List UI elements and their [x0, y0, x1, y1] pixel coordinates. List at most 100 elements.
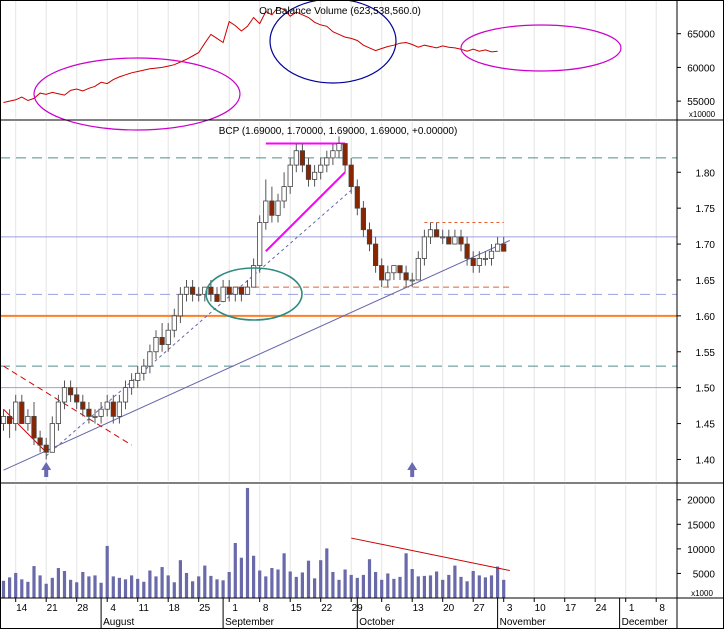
candle-body — [31, 415, 37, 439]
candle-body — [293, 150, 299, 166]
volume-bar — [300, 572, 304, 598]
x-month-label: November — [500, 617, 547, 628]
x-month-label: October — [359, 617, 395, 628]
candle-body — [177, 293, 183, 317]
candle-body — [214, 293, 220, 302]
candle-body — [494, 243, 501, 252]
volume-bar — [8, 577, 12, 598]
volume-bar — [166, 575, 170, 598]
price-ellipse-annotation — [205, 267, 303, 321]
x-day-label: 29 — [352, 603, 364, 614]
x-day-label: 10 — [535, 603, 547, 614]
volume-trendline-line — [351, 537, 510, 571]
x-day-label: 14 — [16, 603, 28, 614]
candle-body — [104, 401, 110, 410]
candle-body — [482, 258, 489, 260]
grid-layer — [15, 0, 657, 598]
candle-body — [135, 372, 141, 381]
volume-bar — [306, 560, 311, 598]
price-y-tick-label: 1.65 — [696, 276, 716, 287]
x-day-label: 8 — [659, 603, 665, 614]
volume-bar — [313, 578, 317, 598]
candle-body — [354, 186, 360, 209]
volume-bar — [483, 577, 487, 598]
price-trendline — [45, 189, 352, 457]
price-trendline — [3, 240, 511, 471]
candle-body — [226, 286, 232, 295]
volume-bar — [343, 569, 347, 598]
candle-body — [318, 164, 324, 173]
candle-body — [171, 315, 177, 331]
candle-body — [153, 336, 159, 353]
obv-ellipse-annotation — [460, 24, 622, 72]
volume-bar — [130, 575, 134, 598]
candle-body — [336, 143, 342, 152]
volume-bar — [99, 582, 103, 598]
x-day-label: 22 — [321, 603, 333, 614]
volume-bars — [1, 487, 506, 598]
candle-body — [7, 415, 13, 424]
candle-body — [433, 229, 440, 238]
volume-bar — [288, 571, 292, 598]
volume-bar — [270, 568, 274, 598]
candle-body — [501, 243, 507, 252]
volume-bar — [239, 557, 243, 598]
volume-bar — [404, 553, 408, 598]
volume-bar — [69, 579, 73, 598]
candle-body — [366, 229, 373, 245]
volume-bar — [245, 487, 250, 598]
obv-ellipse-annotation — [33, 57, 241, 131]
candle-body — [189, 286, 196, 295]
candle-body — [80, 401, 86, 410]
candle-body — [116, 401, 122, 417]
price-trendlines — [3, 142, 511, 471]
candle-body — [128, 380, 135, 389]
volume-unit-label: x1000 — [691, 589, 713, 598]
volume-bar — [233, 542, 237, 598]
candle-body — [446, 236, 452, 245]
volume-bar — [38, 575, 42, 598]
candle-body — [458, 236, 464, 245]
volume-bar — [197, 576, 201, 598]
volume-bar — [453, 565, 457, 598]
volume-bar — [191, 581, 195, 598]
volume-bar — [471, 570, 475, 598]
volume-bar — [93, 575, 97, 598]
volume-bar — [337, 579, 341, 598]
x-day-label: 18 — [169, 603, 181, 614]
price-y-tick-label: 1.70 — [696, 240, 716, 251]
volume-bar — [349, 574, 353, 598]
volume-bar — [392, 578, 396, 598]
price-y-tick-label: 1.45 — [696, 420, 716, 431]
volume-bar — [398, 576, 402, 598]
candle-body — [55, 401, 62, 424]
volume-bar — [215, 579, 219, 598]
volume-bar — [203, 565, 207, 598]
volume-bar — [20, 579, 24, 598]
candle-body — [244, 286, 251, 295]
volume-trendline — [351, 537, 510, 571]
volume-y-tick-label: 10000 — [687, 545, 715, 556]
price-candles — [0, 136, 507, 460]
price-y-tick-label: 1.50 — [696, 384, 716, 395]
volume-bar — [56, 568, 60, 598]
volume-bar — [123, 579, 128, 598]
obv-unit-label: x10000 — [689, 110, 716, 119]
candle-body — [287, 164, 293, 188]
x-day-label: 21 — [47, 603, 59, 614]
obv-annotations — [33, 0, 622, 131]
x-day-label: 11 — [139, 603, 150, 614]
volume-bar — [374, 571, 378, 598]
volume-bar — [148, 570, 152, 598]
candle-body — [421, 236, 428, 259]
price-trendline — [3, 365, 132, 446]
candle-body — [324, 157, 330, 166]
volume-bar — [489, 575, 494, 598]
volume-bar — [154, 576, 158, 598]
volume-bar — [282, 553, 286, 598]
candle-body — [488, 250, 495, 259]
volume-bar — [142, 581, 146, 598]
candle-body — [250, 265, 257, 288]
x-day-label: 28 — [77, 603, 89, 614]
